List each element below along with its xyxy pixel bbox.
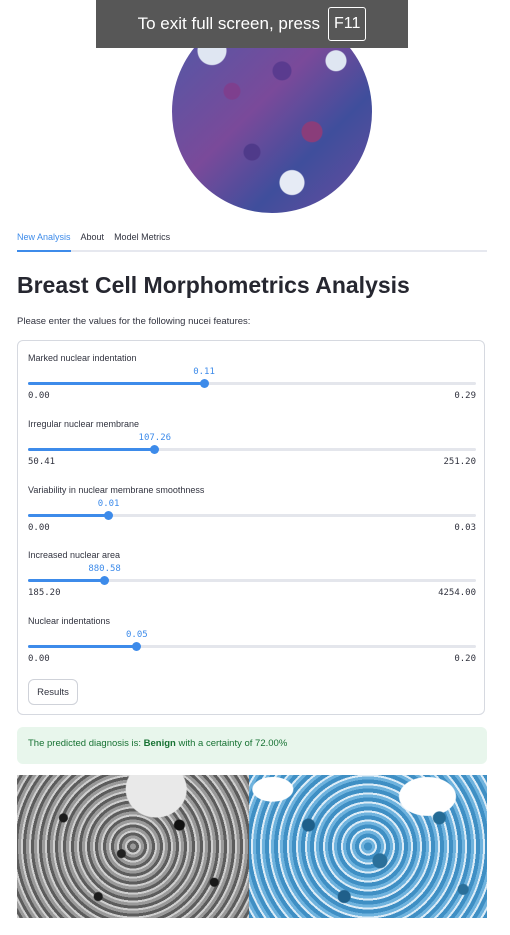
slider-max: 0.03 — [454, 523, 476, 533]
slider-track[interactable] — [28, 511, 476, 520]
grayscale-cytology-image — [17, 775, 249, 918]
slider-fill — [28, 448, 155, 451]
slider-irregular-nuclear-membrane[interactable]: Irregular nuclear membrane 107.26 50.41 … — [28, 419, 476, 479]
slider-min: 50.41 — [28, 457, 56, 467]
slider-track[interactable] — [28, 445, 476, 454]
slider-min: 0.00 — [28, 654, 50, 664]
tab-model-metrics[interactable]: Model Metrics — [114, 232, 171, 242]
slider-max: 0.20 — [454, 654, 476, 664]
slider-membrane-smoothness-variability[interactable]: Variability in nuclear membrane smoothne… — [28, 485, 476, 545]
instructions: Please enter the values for the followin… — [17, 316, 251, 327]
results-button[interactable]: Results — [28, 679, 78, 705]
slider-thumb[interactable] — [132, 642, 142, 651]
diagnosis-suffix: with a certainty of 72.00% — [178, 738, 288, 749]
slider-label: Irregular nuclear membrane — [28, 419, 140, 429]
slider-min: 185.20 — [28, 588, 61, 598]
fullscreen-notice-text: To exit full screen, press — [137, 14, 320, 33]
fullscreen-notice: To exit full screen, press F11 — [96, 0, 408, 48]
slider-increased-nuclear-area[interactable]: Increased nuclear area 880.58 185.20 425… — [28, 550, 476, 610]
slider-fill — [28, 645, 137, 648]
stained-cytology-image — [249, 775, 487, 918]
slider-nuclear-indentations[interactable]: Nuclear indentations 0.05 0.00 0.20 — [28, 616, 476, 676]
slider-value: 107.26 — [138, 433, 172, 443]
tab-bar: New Analysis About Model Metrics — [17, 228, 487, 252]
fullscreen-key: F11 — [327, 7, 367, 41]
slider-track[interactable] — [28, 642, 476, 651]
slider-label: Variability in nuclear membrane smoothne… — [28, 485, 205, 495]
tab-about[interactable]: About — [80, 232, 105, 242]
diagnosis-alert: The predicted diagnosis is: Benign with … — [17, 727, 487, 764]
slider-label: Marked nuclear indentation — [28, 353, 137, 363]
slider-fill — [28, 382, 205, 385]
slider-label: Increased nuclear area — [28, 550, 121, 560]
slider-value: 0.01 — [97, 499, 120, 509]
diagnosis-result: Benign — [143, 738, 176, 749]
slider-thumb[interactable] — [104, 511, 114, 520]
slider-value: 0.05 — [126, 630, 148, 640]
slider-fill — [28, 514, 109, 517]
feature-form: Marked nuclear indentation 0.11 0.00 0.2… — [17, 340, 485, 715]
tab-new-analysis[interactable]: New Analysis — [17, 228, 71, 252]
slider-min: 0.00 — [28, 391, 50, 401]
page-title: Breast Cell Morphometrics Analysis — [17, 272, 410, 298]
diagnosis-prefix: The predicted diagnosis is: — [28, 738, 142, 749]
slider-max: 251.20 — [443, 457, 476, 467]
slider-thumb[interactable] — [199, 379, 209, 388]
slider-max: 4254.00 — [438, 588, 476, 598]
slider-thumb[interactable] — [150, 445, 160, 454]
slider-label: Nuclear indentations — [28, 616, 111, 626]
slider-min: 0.00 — [28, 523, 50, 533]
slider-track[interactable] — [28, 576, 476, 585]
slider-track[interactable] — [28, 379, 476, 388]
slider-fill — [28, 579, 105, 582]
slider-thumb[interactable] — [100, 576, 110, 585]
slider-marked-nuclear-indentation[interactable]: Marked nuclear indentation 0.11 0.00 0.2… — [28, 353, 476, 413]
slider-value: 0.11 — [193, 367, 215, 377]
slider-value: 880.58 — [88, 564, 121, 574]
slider-max: 0.29 — [454, 391, 476, 401]
